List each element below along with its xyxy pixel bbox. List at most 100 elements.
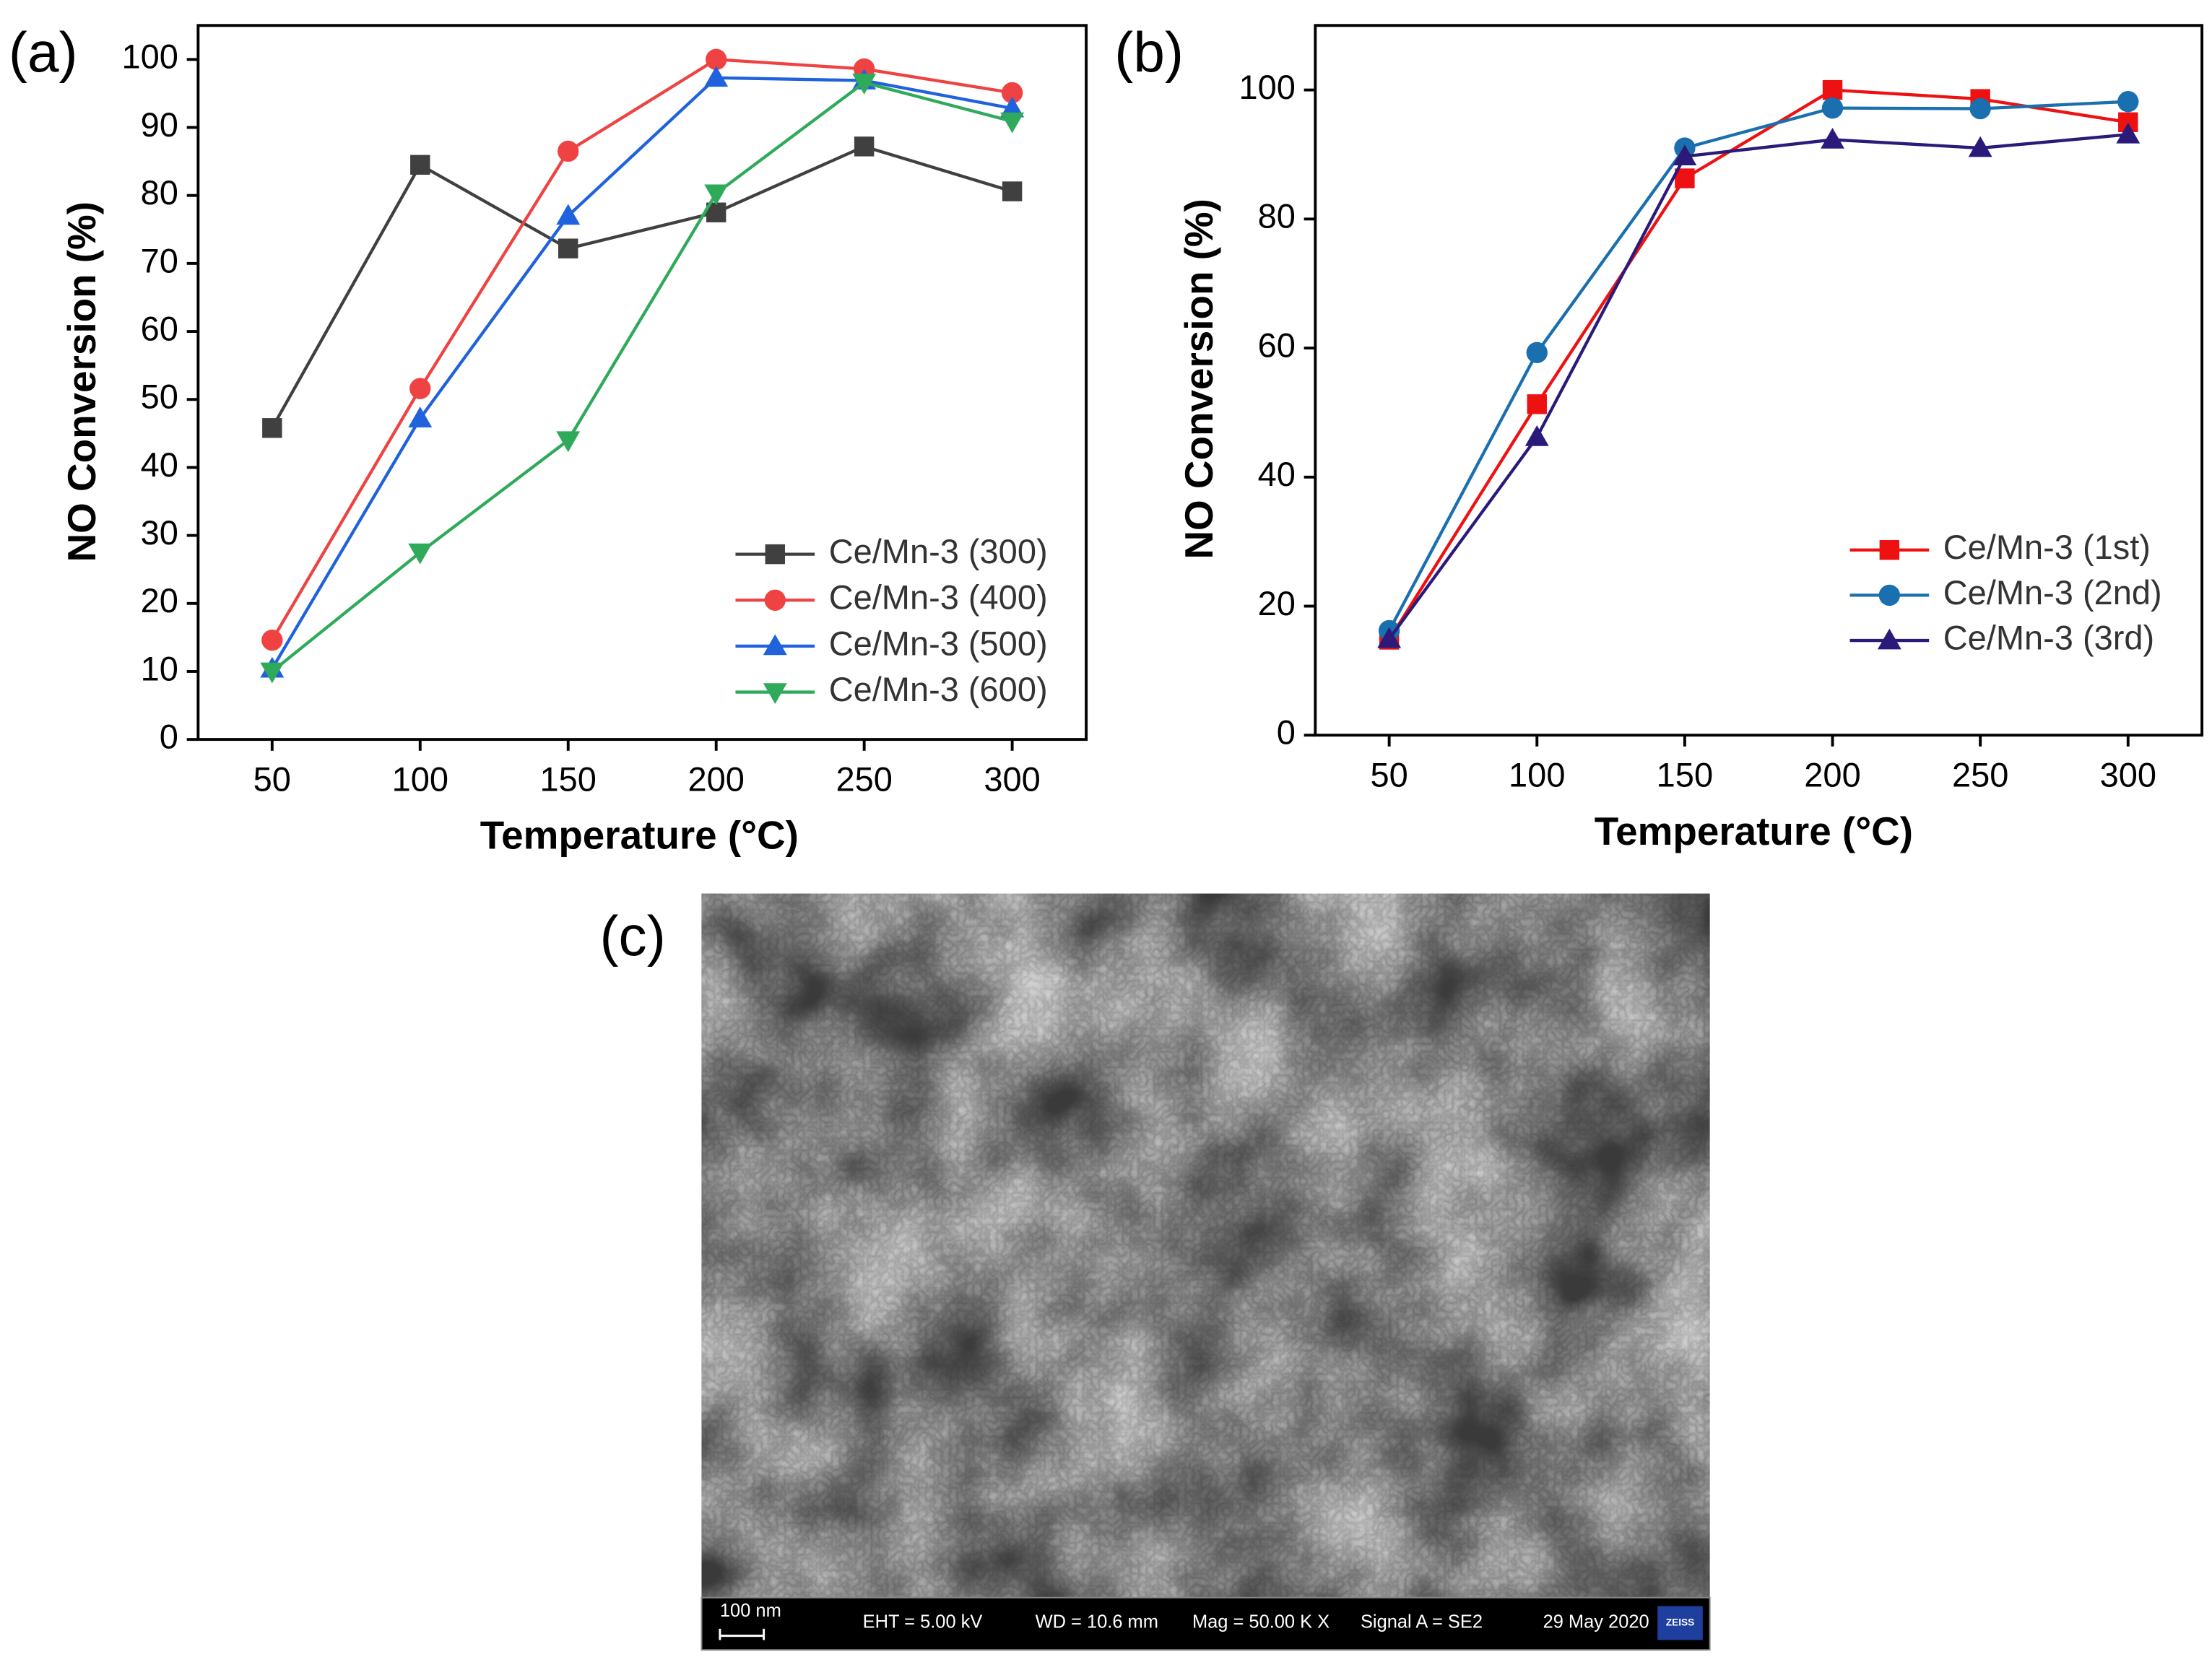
- series-line: [270, 76, 1013, 670]
- x-tick-label: 50: [1370, 755, 1408, 793]
- marker: [408, 543, 433, 565]
- x-tick-label: 250: [836, 760, 892, 798]
- y-tick-label: 40: [141, 445, 178, 484]
- y-tick-label: 70: [141, 241, 178, 279]
- sem-signal: Signal A = SE2: [1361, 1612, 1483, 1632]
- plot-frame: [196, 24, 1088, 741]
- marker: [260, 662, 285, 684]
- marker: [2117, 91, 2139, 113]
- sem-logo: [1657, 1606, 1703, 1640]
- marker: [556, 431, 581, 453]
- marker: [558, 140, 579, 162]
- marker: [556, 204, 581, 225]
- y-tick-label: 0: [1277, 713, 1296, 752]
- legend-marker: [765, 544, 785, 565]
- legend-marker: [1878, 584, 1901, 606]
- legend-label: Ce/Mn-3 (3rd): [1943, 618, 2154, 656]
- sem-panel: 100 nm EHT = 5.00 kV WD = 10.6 mm Mag = …: [599, 893, 1711, 1651]
- series-line: [1387, 133, 2128, 640]
- panel-label: (c): [599, 904, 665, 967]
- sem-wd: WD = 10.6 mm: [1036, 1612, 1158, 1632]
- marker: [1673, 144, 1697, 165]
- x-tick-label: 200: [688, 760, 744, 798]
- sem-scale-bar: [719, 1628, 765, 1640]
- marker: [854, 136, 875, 157]
- legend-marker: [763, 634, 787, 656]
- marker: [1000, 96, 1025, 118]
- legend-label: Ce/Mn-3 (1st): [1943, 528, 2151, 566]
- legend-label: Ce/Mn-3 (300): [829, 532, 1048, 570]
- legend-label: Ce/Mn-3 (400): [829, 578, 1048, 617]
- x-axis-title: Temperature (°C): [480, 813, 799, 858]
- marker: [262, 418, 282, 438]
- marker: [408, 406, 433, 427]
- marker: [1527, 394, 1547, 414]
- panel-label: (a): [9, 20, 78, 84]
- x-tick-label: 200: [1804, 755, 1860, 793]
- legend-label: Ce/Mn-3 (2nd): [1943, 573, 2162, 612]
- x-axis-title: Temperature (°C): [1595, 809, 1913, 853]
- x-tick-label: 300: [2100, 755, 2156, 793]
- x-tick-label: 50: [253, 760, 291, 798]
- sem-mag: Mag = 50.00 K X: [1192, 1612, 1330, 1632]
- series-line: [1387, 88, 2129, 641]
- marker: [1822, 79, 1843, 100]
- panel-label: (b): [1114, 20, 1184, 84]
- legend-marker: [1879, 540, 1900, 560]
- x-tick-label: 100: [392, 760, 448, 798]
- marker: [1001, 82, 1023, 104]
- x-tick-label: 100: [1509, 755, 1565, 793]
- marker: [1821, 127, 1844, 149]
- series-line: [1387, 100, 2128, 632]
- sem-info-bar: [701, 1596, 1711, 1651]
- sem-scale: 100 nm: [720, 1601, 781, 1621]
- y-tick-label: 20: [1258, 584, 1296, 622]
- series-line: [270, 58, 1012, 641]
- y-tick-label: 20: [141, 581, 178, 619]
- y-tick-label: 60: [141, 309, 178, 347]
- y-tick-label: 40: [1258, 455, 1296, 493]
- legend-marker: [764, 589, 786, 611]
- y-tick-label: 60: [1258, 326, 1296, 364]
- y-tick-label: 0: [160, 718, 178, 756]
- marker: [2116, 122, 2141, 144]
- x-tick-label: 150: [540, 760, 597, 798]
- marker: [1000, 112, 1025, 134]
- legend-marker: [1877, 628, 1901, 650]
- marker: [1526, 342, 1548, 364]
- plot-frame: [1314, 24, 2204, 737]
- legend-marker: [763, 683, 787, 704]
- marker: [558, 238, 578, 258]
- x-tick-label: 150: [1657, 755, 1713, 793]
- marker: [1821, 97, 1844, 119]
- y-tick-label: 10: [141, 649, 178, 687]
- marker: [1377, 627, 1402, 648]
- sem-eht: EHT = 5.00 kV: [863, 1612, 983, 1632]
- y-tick-label: 100: [122, 38, 178, 76]
- marker: [1002, 181, 1023, 201]
- y-tick-label: 50: [141, 378, 178, 416]
- legend-label: Ce/Mn-3 (500): [829, 624, 1048, 662]
- marker: [1969, 97, 1991, 120]
- marker: [852, 74, 877, 95]
- marker: [409, 378, 431, 399]
- series-line: [270, 144, 1013, 429]
- sem-texture: [701, 893, 1710, 1598]
- marker: [1524, 425, 1549, 446]
- marker: [704, 184, 729, 206]
- y-tick-label: 90: [141, 105, 178, 144]
- y-tick-label: 80: [1258, 197, 1296, 235]
- series-line: [271, 81, 1013, 673]
- sem-brand: ZEISS: [1666, 1617, 1695, 1628]
- marker: [410, 155, 430, 175]
- marker: [704, 66, 729, 87]
- x-tick-label: 300: [984, 760, 1040, 798]
- y-tick-label: 30: [141, 513, 178, 552]
- y-tick-label: 100: [1239, 68, 1295, 106]
- marker: [706, 48, 727, 71]
- sem-date: 29 May 2020: [1543, 1612, 1649, 1632]
- marker: [1968, 136, 1992, 157]
- marker: [261, 629, 283, 651]
